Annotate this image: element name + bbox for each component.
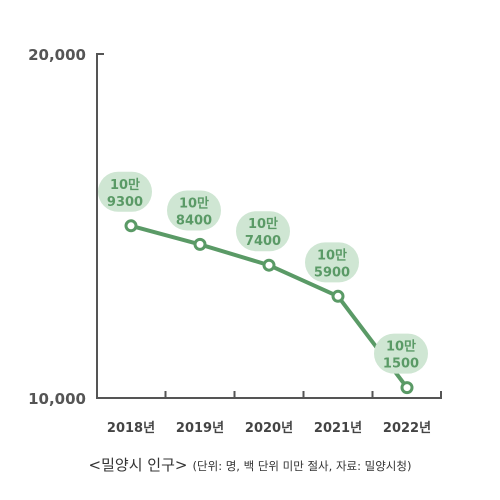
data-label-line-2: 1500 (383, 357, 419, 372)
data-label-bubble (374, 333, 428, 374)
axes: 20,000 10,000 (28, 46, 442, 408)
x-tick-label-5: 2022년 (383, 421, 431, 436)
data-label-2019년: 10만 8400 (167, 190, 221, 231)
chart-caption: <밀양시 인구> (단위: 명, 백 단위 미만 절사, 자료: 밀양시청) (0, 454, 500, 475)
data-label-group: 10만 9300 10만 8400 10만 7400 10만 5900 10만 1500 (98, 171, 428, 374)
data-label-line-1: 10만 (179, 195, 209, 211)
data-label-line-1: 10만 (317, 247, 347, 263)
x-tick-label-2: 2019년 (176, 421, 224, 436)
data-label-bubble (167, 190, 221, 231)
data-point-2021년 (331, 289, 345, 303)
data-label-line-1: 10만 (110, 177, 140, 193)
y-tick-label-bottom: 10,000 (28, 390, 86, 408)
data-point-2019년 (193, 237, 207, 251)
x-tick-label-4: 2021년 (314, 421, 362, 436)
x-tick-labels: 2018년 2019년 2020년 2021년 2022년 (107, 421, 431, 436)
data-label-line-2: 9300 (107, 195, 143, 210)
data-label-2018년: 10만 9300 (98, 171, 152, 212)
data-label-line-2: 7400 (245, 234, 281, 249)
data-point-2022년 (400, 381, 414, 395)
y-tick-label-top: 20,000 (28, 46, 86, 64)
data-label-bubble (98, 171, 152, 212)
data-label-line-2: 5900 (314, 265, 350, 280)
data-point-2020년 (262, 258, 276, 272)
caption-note: (단위: 명, 백 단위 미만 절사, 자료: 밀양시청) (192, 459, 412, 473)
data-label-2021년: 10만 5900 (305, 242, 359, 283)
series-group (124, 219, 414, 395)
x-tick-label-3: 2020년 (245, 421, 293, 436)
x-ticks (164, 391, 374, 398)
caption-title: <밀양시 인구> (88, 456, 188, 474)
data-label-2020년: 10만 7400 (236, 211, 290, 252)
x-tick-label-1: 2018년 (107, 421, 155, 436)
data-label-bubble (305, 242, 359, 283)
data-label-2022년: 10만 1500 (374, 333, 428, 374)
data-label-bubble (236, 211, 290, 252)
data-point-2018년 (124, 219, 138, 233)
data-label-line-1: 10만 (386, 339, 416, 355)
data-label-line-2: 8400 (176, 213, 212, 228)
data-label-line-1: 10만 (248, 216, 278, 232)
